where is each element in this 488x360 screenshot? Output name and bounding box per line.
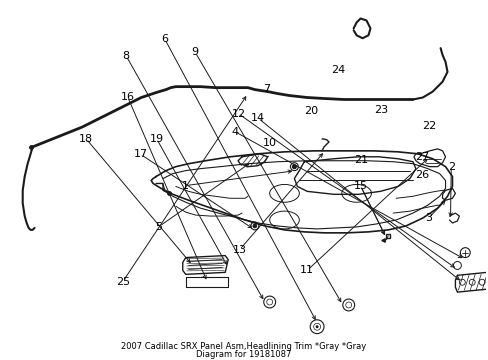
Text: 4: 4 bbox=[231, 127, 238, 136]
Text: 6: 6 bbox=[161, 34, 168, 44]
Text: 3: 3 bbox=[425, 213, 432, 222]
Text: 27: 27 bbox=[414, 152, 428, 162]
Text: 18: 18 bbox=[79, 134, 93, 144]
Text: 14: 14 bbox=[250, 113, 264, 123]
Text: 23: 23 bbox=[373, 105, 387, 115]
Text: 15: 15 bbox=[353, 181, 366, 191]
Text: 2007 Cadillac SRX Panel Asm,Headlining Trim *Gray *Gray: 2007 Cadillac SRX Panel Asm,Headlining T… bbox=[121, 342, 366, 351]
Text: 20: 20 bbox=[304, 106, 318, 116]
Text: 13: 13 bbox=[232, 245, 246, 255]
Text: 11: 11 bbox=[300, 265, 314, 275]
Text: Diagram for 19181087: Diagram for 19181087 bbox=[196, 350, 291, 359]
Circle shape bbox=[315, 325, 318, 328]
Text: 2: 2 bbox=[447, 162, 454, 172]
Text: 9: 9 bbox=[191, 47, 199, 57]
Text: 12: 12 bbox=[231, 109, 245, 119]
Text: 22: 22 bbox=[421, 121, 435, 131]
Text: 21: 21 bbox=[354, 155, 368, 165]
Text: 8: 8 bbox=[122, 51, 129, 61]
Text: 16: 16 bbox=[121, 92, 134, 102]
Text: 5: 5 bbox=[155, 221, 162, 231]
Text: 17: 17 bbox=[133, 149, 147, 159]
Text: 25: 25 bbox=[116, 276, 129, 287]
Text: 1: 1 bbox=[182, 181, 189, 191]
Text: 10: 10 bbox=[263, 138, 277, 148]
Circle shape bbox=[252, 224, 256, 228]
Circle shape bbox=[292, 165, 296, 168]
Text: 19: 19 bbox=[149, 134, 163, 144]
Text: 24: 24 bbox=[331, 65, 345, 75]
Text: 26: 26 bbox=[414, 170, 428, 180]
Text: 7: 7 bbox=[262, 84, 269, 94]
